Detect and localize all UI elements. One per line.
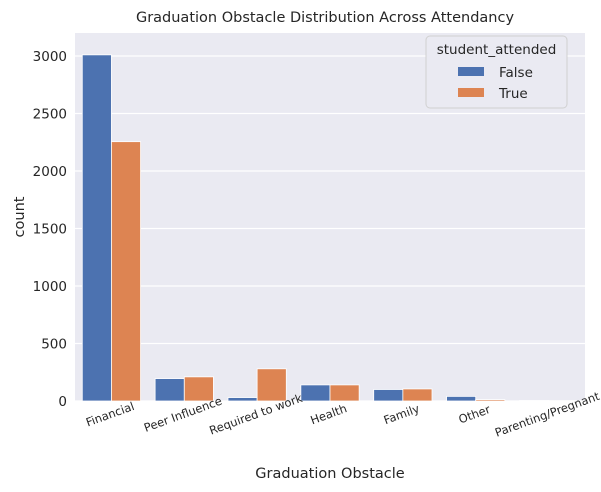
y-tick-label: 1500 bbox=[33, 222, 67, 238]
x-tick-label: Health bbox=[308, 401, 348, 427]
y-tick-label: 2000 bbox=[33, 164, 67, 180]
bar-false-5 bbox=[446, 395, 477, 402]
bar-true-3 bbox=[329, 384, 360, 402]
bar-true-5 bbox=[475, 399, 506, 402]
bar-false-2 bbox=[227, 397, 258, 402]
bar-true-2 bbox=[256, 368, 287, 402]
chart-title: Graduation Obstacle Distribution Across … bbox=[136, 10, 514, 26]
bar-true-0 bbox=[111, 141, 141, 402]
bar-true-4 bbox=[402, 388, 433, 402]
legend-swatch-true bbox=[458, 88, 484, 97]
y-tick-label: 500 bbox=[41, 337, 67, 353]
legend-label-false: False bbox=[499, 65, 533, 81]
y-tick-label: 0 bbox=[58, 394, 67, 410]
bars bbox=[81, 54, 579, 402]
x-tick-label: Other bbox=[457, 402, 493, 426]
y-tick-label: 1000 bbox=[33, 279, 67, 295]
bar-true-1 bbox=[183, 376, 214, 402]
legend-swatch-false bbox=[458, 67, 484, 76]
y-axis-ticks: 0 500 1000 1500 2000 2500 3000 bbox=[33, 49, 67, 410]
bar-false-3 bbox=[300, 384, 331, 402]
legend-title: student_attended bbox=[437, 42, 557, 58]
legend-label-true: True bbox=[498, 86, 528, 102]
bar-false-1 bbox=[154, 378, 185, 402]
y-tick-label: 2500 bbox=[33, 107, 67, 123]
y-tick-label: 3000 bbox=[33, 49, 67, 65]
legend: student_attended False True bbox=[425, 35, 568, 109]
bar-false-4 bbox=[373, 389, 404, 402]
y-axis-label: count bbox=[12, 196, 28, 237]
x-tick-label: Family bbox=[382, 401, 422, 427]
bar-false-0 bbox=[81, 54, 112, 402]
x-axis-label: Graduation Obstacle bbox=[255, 466, 404, 482]
x-tick-label: Financial bbox=[84, 399, 136, 429]
